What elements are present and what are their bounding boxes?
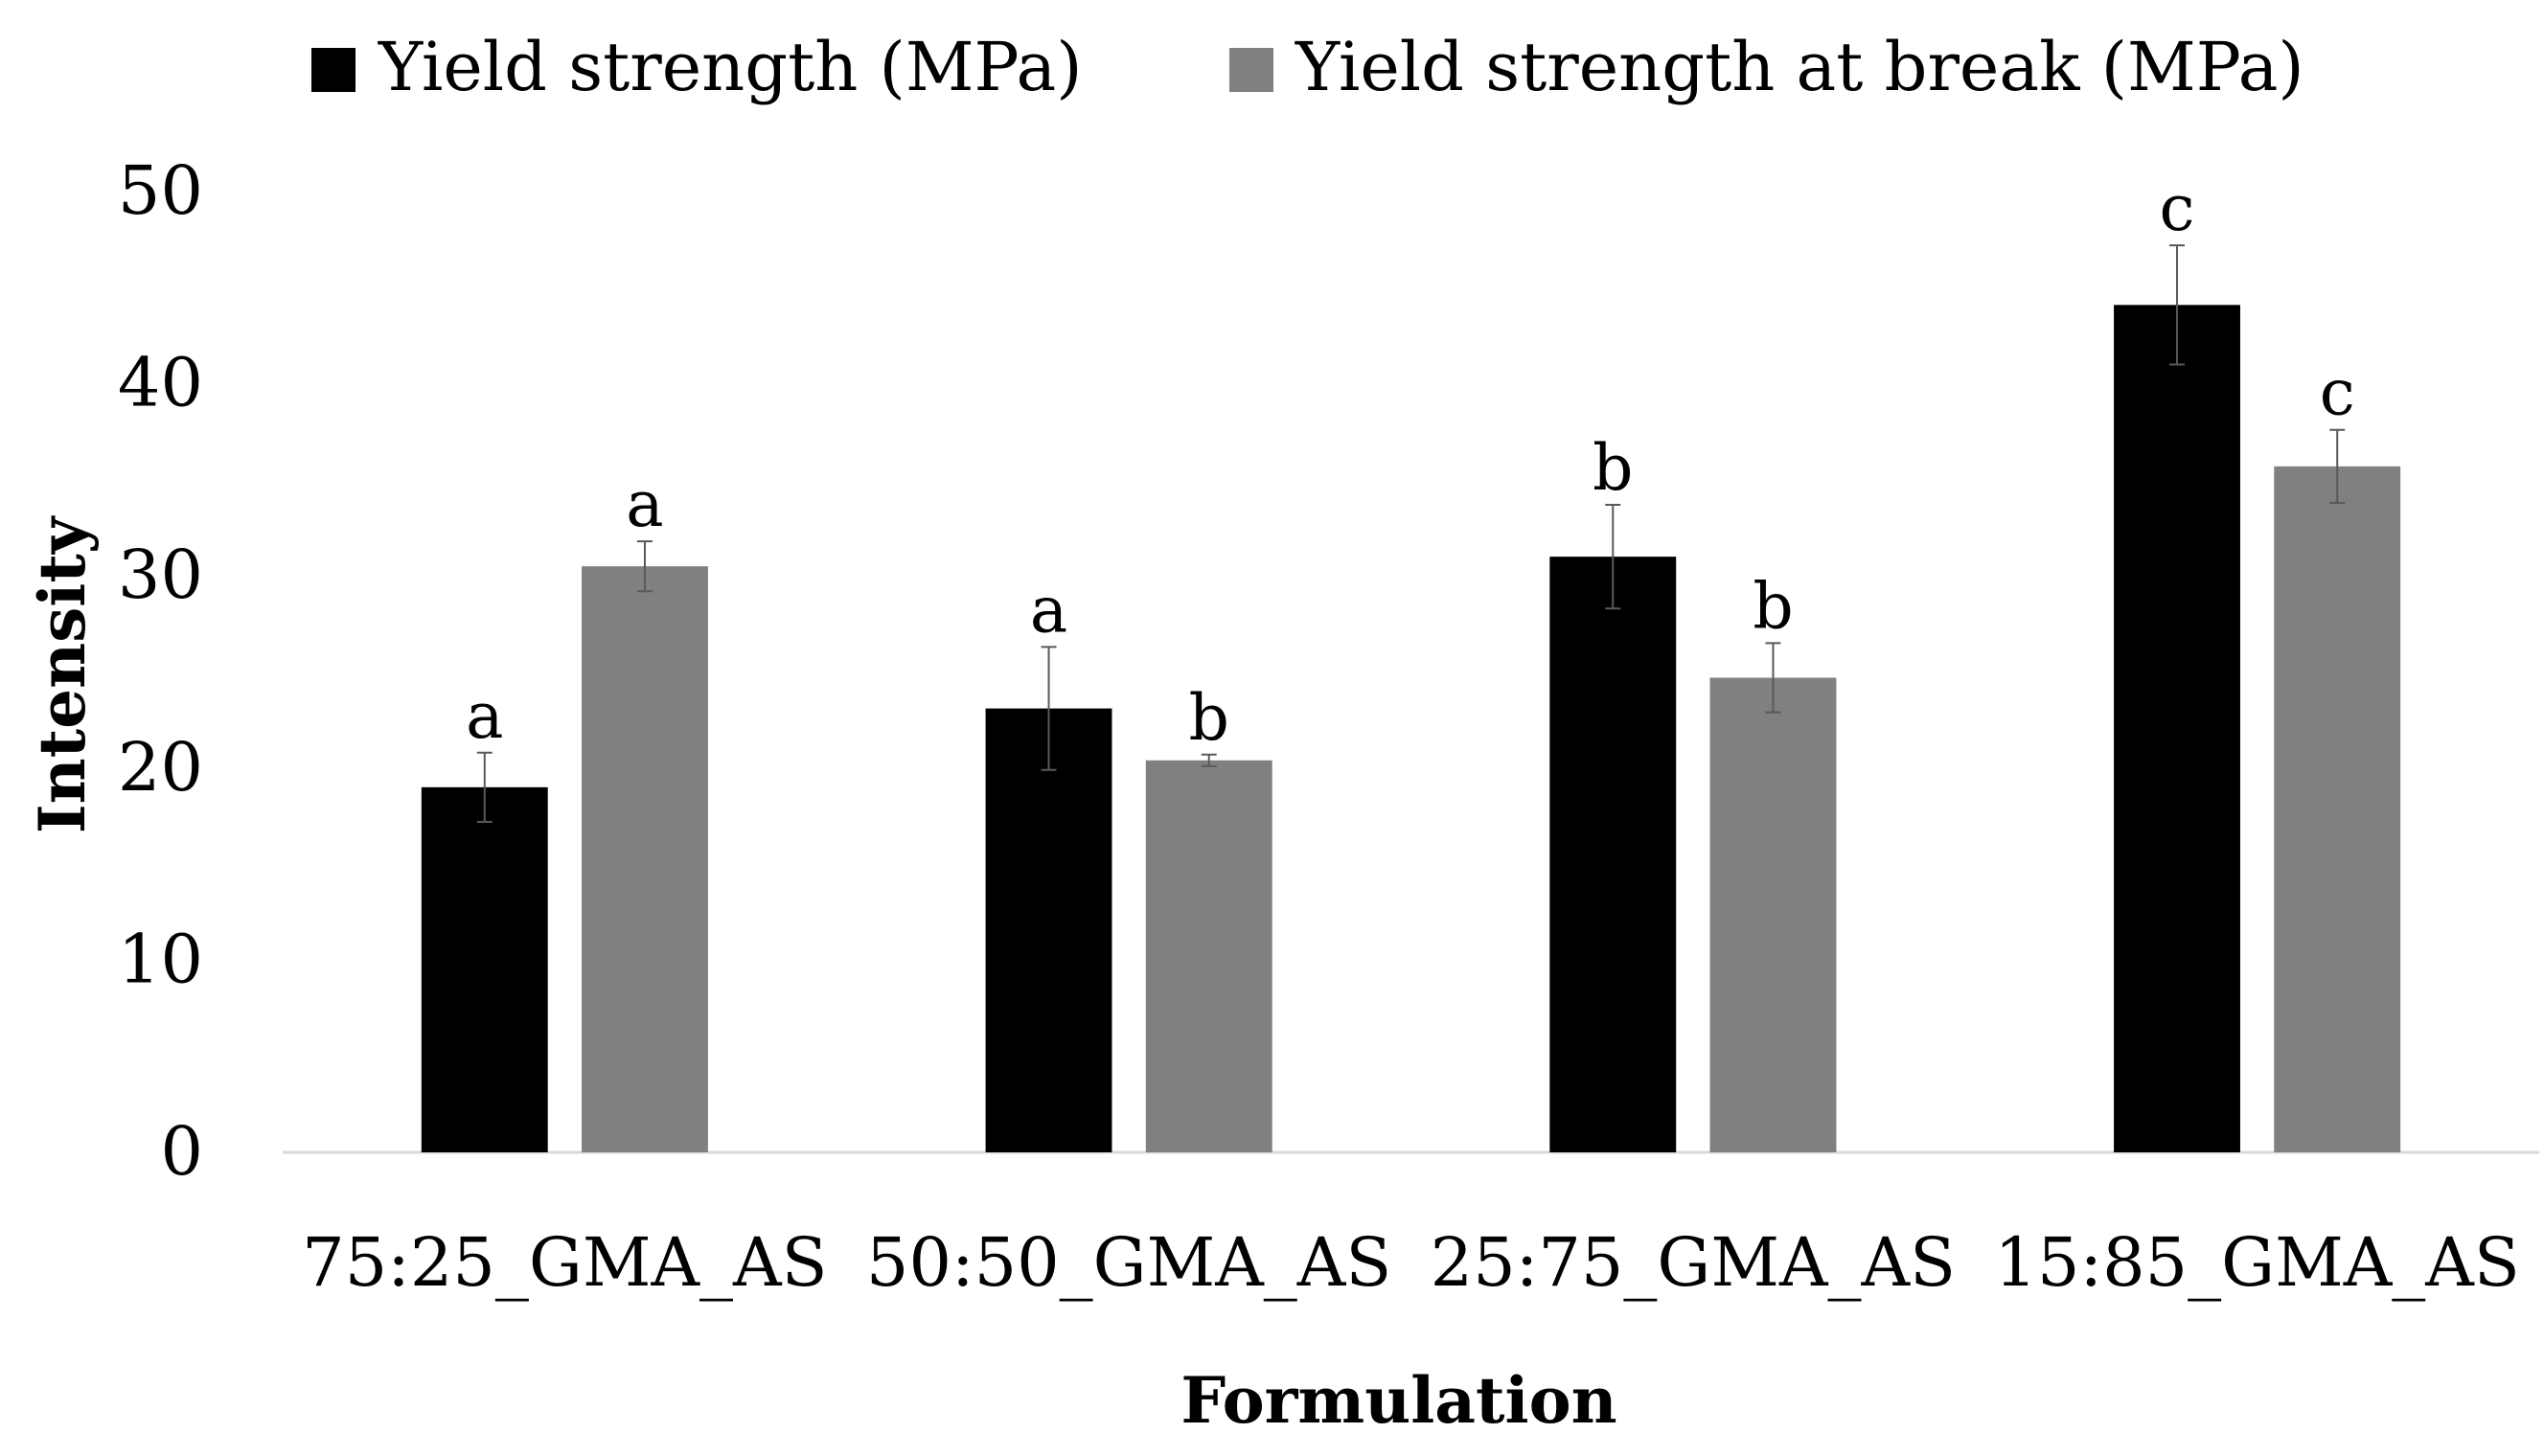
y-tick-label: 20	[118, 728, 203, 807]
y-tick-label: 40	[118, 344, 203, 422]
bars: a a b c a b b c	[421, 171, 2401, 1152]
bar-series1-0	[582, 566, 708, 1152]
x-tick-label: 15:85_GMA_AS	[1994, 1223, 2519, 1302]
legend: Yield strength (MPa) Yield strength at b…	[311, 28, 2304, 106]
significance-letter-series0-0: a	[466, 679, 503, 753]
bar-series1-1	[1145, 760, 1272, 1152]
significance-letter-series0-1: a	[1030, 573, 1067, 647]
y-axis-label: Intensity	[25, 515, 100, 833]
y-axis-ticks: 0 10 20 30 40 50	[118, 151, 203, 1191]
x-tick-label: 75:25_GMA_AS	[302, 1223, 827, 1302]
legend-swatch-yield-strength	[311, 48, 355, 92]
significance-letter-series0-2: b	[1593, 431, 1633, 505]
legend-label-yield-strength: Yield strength (MPa)	[378, 28, 1083, 106]
significance-letter-series1-0: a	[626, 467, 663, 541]
legend-swatch-yield-strength-at-break	[1229, 48, 1273, 92]
bar-series0-3	[2114, 305, 2240, 1152]
x-tick-label: 25:75_GMA_AS	[1431, 1223, 1956, 1302]
bar-series1-2	[1709, 677, 1837, 1152]
x-axis-ticks: 75:25_GMA_AS 50:50_GMA_AS 25:75_GMA_AS 15:8…	[302, 1223, 2520, 1302]
y-tick-label: 50	[118, 151, 203, 230]
legend-label-yield-strength-at-break: Yield strength at break (MPa)	[1295, 28, 2304, 106]
y-tick-label: 10	[118, 920, 203, 998]
significance-letter-series0-3: c	[2160, 171, 2195, 245]
y-tick-label: 0	[160, 1112, 203, 1191]
bar-series0-2	[1549, 557, 1677, 1152]
x-tick-label: 50:50_GMA_AS	[866, 1223, 1391, 1302]
bar-series1-3	[2274, 466, 2401, 1152]
significance-letter-series1-3: c	[2320, 356, 2355, 430]
significance-letter-series1-1: b	[1189, 681, 1229, 755]
x-axis-label: Formulation	[1180, 1363, 1616, 1438]
significance-letter-series1-2: b	[1753, 569, 1793, 643]
bar-series0-1	[985, 708, 1112, 1152]
bar-series0-0	[421, 786, 548, 1152]
y-tick-label: 30	[118, 535, 203, 614]
